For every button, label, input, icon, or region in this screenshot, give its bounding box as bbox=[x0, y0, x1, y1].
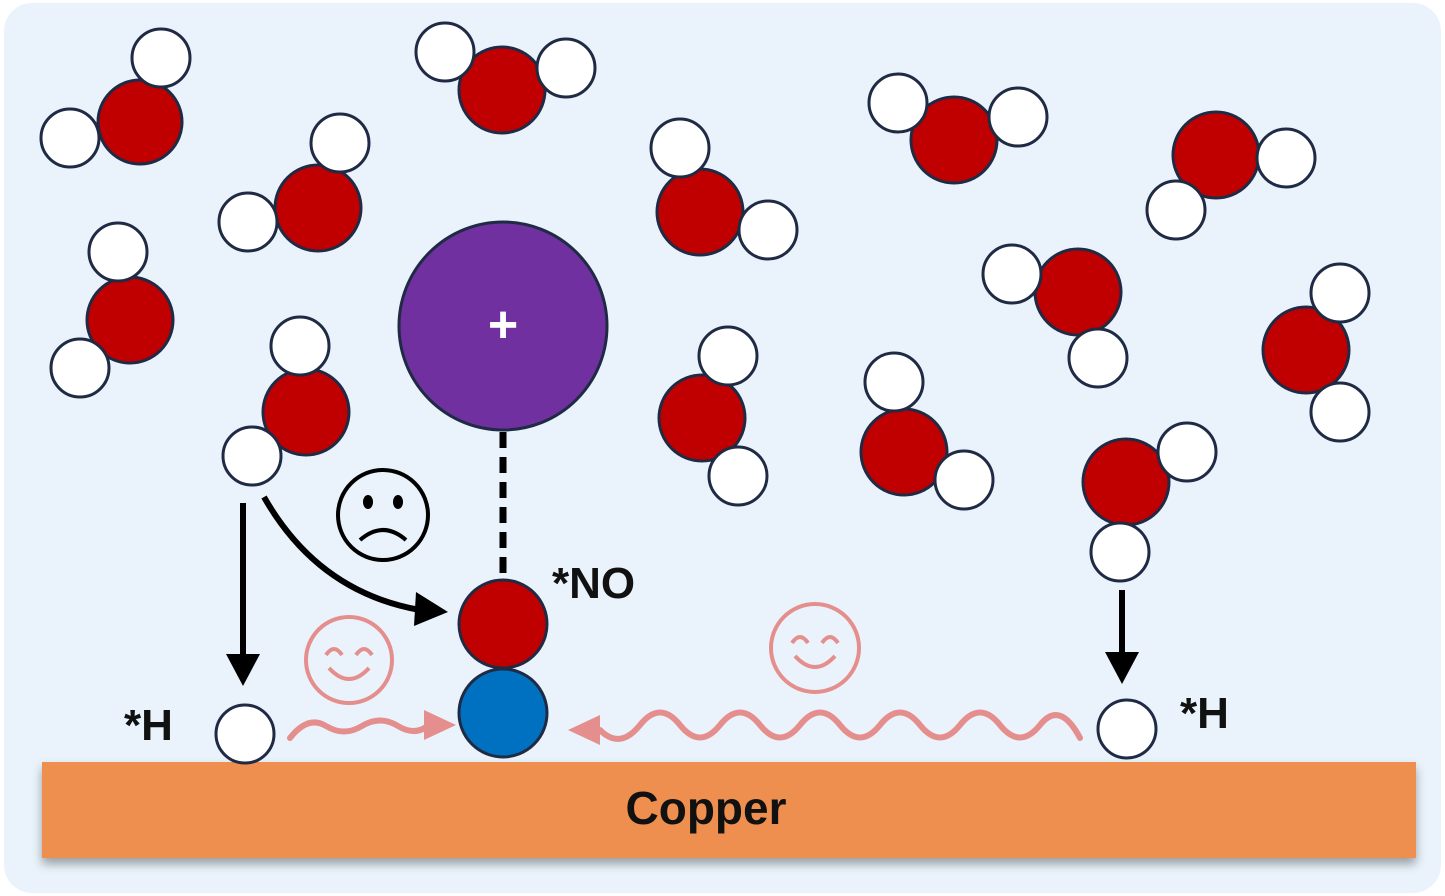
nitrogen-atom bbox=[457, 667, 549, 759]
water-molecule-icon bbox=[649, 117, 799, 261]
oxygen-atom bbox=[457, 578, 549, 670]
happy-face-icon bbox=[304, 615, 394, 705]
arrow-curved-head bbox=[414, 592, 448, 626]
migration-arrow-left-head bbox=[424, 710, 456, 740]
happy-face-icon bbox=[769, 602, 861, 694]
copper-substrate: Copper bbox=[42, 762, 1416, 858]
migration-arrow-right bbox=[597, 709, 1083, 742]
water-molecule-icon bbox=[867, 72, 1049, 185]
h-left-label: *H bbox=[124, 701, 173, 750]
water-molecule-icon bbox=[217, 112, 371, 253]
migration-arrow-right-head bbox=[568, 715, 600, 745]
water-molecule-icon bbox=[221, 315, 351, 487]
adsorbed-no bbox=[457, 578, 549, 759]
water-molecules bbox=[39, 21, 1371, 583]
arrow-down-left-head bbox=[226, 654, 260, 686]
h-migration-arrows bbox=[287, 709, 1083, 745]
water-molecule-icon bbox=[1081, 421, 1218, 583]
water-molecule-icon bbox=[49, 221, 175, 399]
reaction-arrows bbox=[226, 495, 1139, 686]
water-molecule-icon bbox=[39, 27, 192, 169]
cation: + bbox=[397, 220, 609, 432]
water-molecule-icon bbox=[657, 325, 769, 507]
water-molecule-icon bbox=[981, 243, 1129, 389]
migration-arrow-left bbox=[287, 717, 433, 741]
cation-sign: + bbox=[488, 296, 518, 354]
arrow-curved-to-no bbox=[261, 495, 421, 613]
adsorbed-h-left bbox=[214, 703, 276, 765]
water-molecule-icon bbox=[859, 351, 995, 511]
copper-label: Copper bbox=[626, 782, 787, 834]
adsorbed-h-right bbox=[1096, 698, 1158, 760]
arrow-down-right-head bbox=[1105, 652, 1139, 684]
sad-face-icon bbox=[336, 468, 430, 562]
h-right-label: *H bbox=[1180, 689, 1229, 738]
no-label: *NO bbox=[552, 559, 635, 608]
water-molecule-icon bbox=[1261, 262, 1371, 443]
water-molecule-icon bbox=[1145, 110, 1317, 241]
water-molecule-icon bbox=[414, 21, 597, 135]
